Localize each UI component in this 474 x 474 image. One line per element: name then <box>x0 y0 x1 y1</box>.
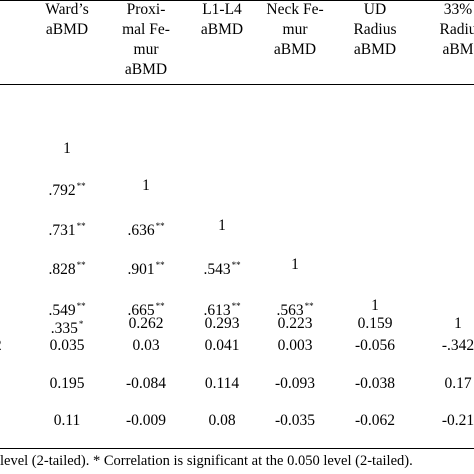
table-cell: 1 <box>291 256 299 273</box>
column-header: aBMD <box>273 41 317 58</box>
table-cell: 09 <box>0 412 20 430</box>
table-cell: 1 <box>371 297 379 314</box>
column-header: L1-L4 <box>202 1 242 18</box>
table-cell: 0.195 <box>49 375 85 392</box>
column-header: I <box>0 0 20 20</box>
table-cell: -0.009 <box>125 412 167 429</box>
table-cell: -0.093 <box>274 375 316 392</box>
column-header: aBMD <box>45 21 89 38</box>
column-header: aBMD <box>353 41 397 58</box>
table-cell: 0.08 <box>208 412 236 429</box>
table-cell: -0.035 <box>274 412 316 429</box>
table-cell: 0.11 <box>53 412 81 429</box>
table-top-rule <box>0 0 474 1</box>
table-cell: 0.159 <box>357 315 393 332</box>
table-cell: 8** <box>0 177 20 200</box>
table-cell: 09 <box>0 375 20 393</box>
table-cell: 342 <box>0 337 20 355</box>
table-cell: .543** <box>203 260 241 278</box>
table-cell: 0.17 <box>444 375 472 392</box>
column-header: UD <box>363 1 387 18</box>
table-cell: .613** <box>203 301 241 319</box>
column-header: Proxi- <box>126 1 166 18</box>
column-header: aBMD <box>124 61 168 78</box>
column-header: mur <box>133 41 159 58</box>
table-cell: 1 <box>218 217 226 234</box>
table-cell: .335* <box>50 319 84 337</box>
table-cell: -0.038 <box>354 375 396 392</box>
table-cell: .901** <box>127 260 165 278</box>
table-cell: 0** <box>0 315 20 338</box>
table-cell: .665** <box>127 301 165 319</box>
column-header: Neck Fe- <box>266 1 324 18</box>
table-cell: -0.062 <box>354 412 396 429</box>
table-cell: -.342 <box>441 337 474 354</box>
table-footnote: level (2-tailed). * Correlation is signi… <box>0 453 413 469</box>
table-cell: -0.21 <box>441 412 474 429</box>
table-cell: 0.293 <box>204 315 240 332</box>
table-cell: 8** <box>0 217 20 240</box>
table-cell: 0.003 <box>277 337 313 354</box>
table-cell: 1 <box>63 140 71 157</box>
table-cell: .563** <box>276 301 314 319</box>
table-cell: -0.056 <box>354 337 396 354</box>
column-header: Radius <box>353 21 397 38</box>
table-cell: 0.035 <box>49 337 85 354</box>
table-cell: 0.223 <box>277 315 313 332</box>
column-header: mal Fe- <box>122 21 170 38</box>
table-bottom-rule <box>0 448 474 449</box>
table-cell: 1 <box>454 315 462 332</box>
table-cell: .828** <box>48 260 86 278</box>
column-header: Radiu <box>439 21 474 38</box>
table-cell: 0.262 <box>128 315 164 332</box>
table-cell: 5** <box>0 140 20 163</box>
column-header: aBM <box>442 41 474 58</box>
table-cell: 1 <box>142 177 150 194</box>
table-cell: 4** <box>0 256 20 279</box>
column-header: mur <box>282 21 308 38</box>
column-header: 33% <box>443 1 473 18</box>
header-bottom-rule <box>0 84 474 85</box>
table-cell: .636** <box>127 221 165 239</box>
table-cell: 0.041 <box>204 337 240 354</box>
table-cell: .731** <box>48 221 86 239</box>
table-cell: 0.114 <box>204 375 240 392</box>
table-cell: -0.084 <box>125 375 167 392</box>
table-cell: .792** <box>48 181 86 199</box>
column-header: aBMD <box>200 21 244 38</box>
table-cell: 0.03 <box>132 337 160 354</box>
column-header: Ward’s <box>45 1 89 18</box>
table-cell: .549** <box>48 301 86 319</box>
